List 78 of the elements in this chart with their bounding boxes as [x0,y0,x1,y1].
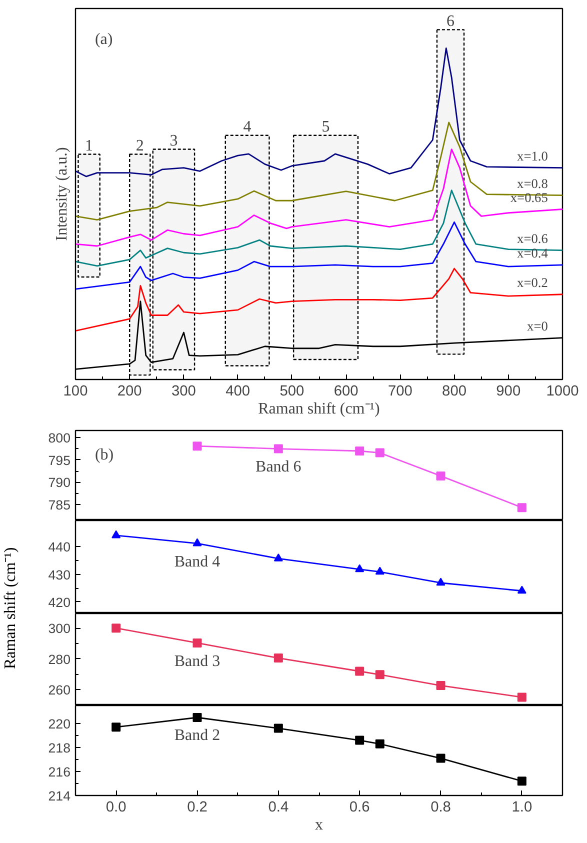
point [112,624,121,633]
point [112,722,121,732]
point [355,736,364,745]
x-tick-label: 500 [280,384,304,400]
x-tick-label: 200 [117,384,142,400]
point [436,471,446,480]
series-label: Band 6 [256,458,302,476]
point [355,564,364,572]
point [192,442,202,451]
band-label: 1 [85,138,94,155]
point [375,670,384,680]
band-label: 6 [446,12,454,30]
series-label: Band 3 [174,652,220,670]
point [517,503,526,512]
series-label: Band 4 [174,554,220,571]
x-tick-label: 800 [442,384,467,400]
point [436,754,446,763]
point [274,553,283,562]
x-tick-label: 900 [496,384,521,400]
point [375,448,384,458]
y-tick-label: 214 [48,788,72,804]
band-label: 4 [243,118,252,136]
y-tick-label: 795 [48,452,71,468]
x-tick-label: 400 [226,384,250,400]
point [355,666,364,676]
y-tick-label: 790 [48,475,71,490]
point [192,638,202,648]
point [517,586,526,594]
y-tick-label: 218 [48,740,71,756]
point [517,692,526,702]
x-axis-title: x [315,816,323,834]
x-tick-label: 1.0 [512,800,532,816]
series-label: x=0.6 [517,230,548,246]
annotation: (b) [94,446,114,464]
y-tick-label: 440 [48,540,71,555]
band-label: 5 [322,118,330,136]
y-axis-title: Intensity (a.u.) [54,147,70,241]
point [517,776,526,786]
y-tick-label: 430 [48,567,71,582]
x-tick-label: 300 [171,384,196,400]
series-label: x=0.2 [517,274,548,290]
y-tick-label: 420 [48,594,71,610]
point [375,739,384,748]
y-axis-title: Raman shift (cm⁻¹) [1,546,20,671]
y-tick-label: 216 [48,764,71,780]
point [192,713,202,722]
y-tick-label: 280 [48,652,71,667]
point [355,446,364,456]
text: (a) [94,30,113,48]
series-label: x=1.0 [517,148,548,164]
point [436,578,446,586]
x-tick-label: 0.2 [187,800,208,816]
point [192,538,202,546]
point [436,681,446,690]
x-tick-label: 100 [63,384,88,400]
band-label: 2 [136,138,144,155]
x-tick-label: 600 [334,384,358,400]
x-tick-label: 0.8 [430,800,451,816]
y-tick-label: 800 [48,430,71,446]
series-label: x=0.8 [517,176,548,191]
x-tick-label: 0.4 [268,800,289,816]
series-label: x=0 [527,318,548,334]
y-tick-label: 785 [48,497,71,512]
point [274,654,283,663]
point [274,724,283,733]
band-label: 3 [170,132,178,150]
point [375,566,384,575]
x-axis-title: Raman shift (cm⁻¹) [258,400,380,418]
y-tick-label: 220 [48,716,71,732]
x-tick-label: 700 [388,384,412,400]
x-tick-label: 0.0 [106,800,126,816]
y-tick-label: 260 [48,682,71,698]
series-label: Band 2 [174,727,220,744]
x-tick-label: 1000 [546,384,579,400]
point [112,530,121,538]
point [274,444,283,454]
x-tick-label: 0.6 [349,800,370,816]
y-tick-label: 300 [48,621,71,636]
